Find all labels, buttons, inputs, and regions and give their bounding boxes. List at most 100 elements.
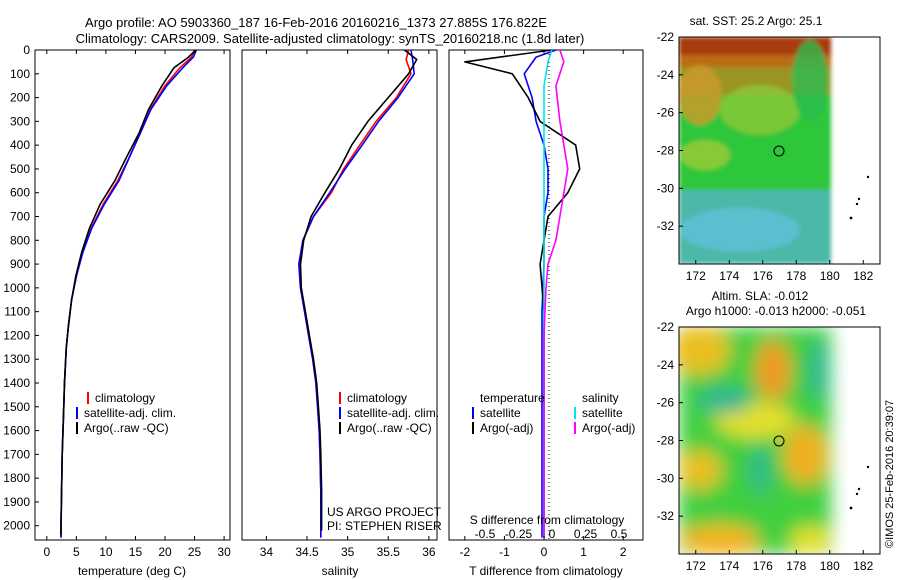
sla-high <box>783 425 827 485</box>
map-y-tick-label: -32 <box>657 509 675 523</box>
y-tick-label: 400 <box>10 138 30 152</box>
map-x-tick-label: 180 <box>820 269 840 283</box>
difference-series <box>463 49 581 538</box>
salinity-series <box>298 49 418 538</box>
pi-annotation: PI: STEPHEN RISER <box>327 519 442 533</box>
legend-label: Argo(-adj) <box>582 421 635 435</box>
x-tick-label: 10 <box>99 545 113 559</box>
legend-label: climatology <box>95 391 155 405</box>
header-line-1: Argo profile: AO 5903360_187 16-Feb-2016… <box>85 15 547 30</box>
salinity-xlabel: salinity <box>322 564 359 578</box>
legend-header-temperature: temperature <box>480 391 545 405</box>
map-y-tick-label: -26 <box>657 396 675 410</box>
x-tick-label: 34 <box>260 545 274 559</box>
legend-label: Argo(..raw -QC) <box>84 421 169 435</box>
x-tick-label: 36 <box>422 545 436 559</box>
y-tick-label: 1000 <box>3 281 30 295</box>
sla-map-subtitle: Argo h1000: -0.013 h2000: -0.051 <box>686 304 866 318</box>
y-tick-label: 1400 <box>3 376 30 390</box>
difference-xlabel: T difference from climatology <box>469 564 623 578</box>
x-tick-label: 35.5 <box>377 545 401 559</box>
y-tick-label: 1200 <box>3 328 30 342</box>
secondary-tick-label: 0.5 <box>611 527 628 541</box>
legend-label: Argo(..raw -QC) <box>347 421 432 435</box>
y-tick-label: 100 <box>10 67 30 81</box>
x-tick-label: 20 <box>158 545 172 559</box>
project-annotation: US ARGO PROJECT <box>327 505 442 519</box>
salinity-panel: 34 34.5 35 35.5 36 salinity climatology sate… <box>241 49 442 578</box>
map-x-tick-label: 178 <box>786 269 806 283</box>
y-tick-label: 800 <box>10 233 30 247</box>
map-y-tick-label: -28 <box>657 144 675 158</box>
map-x-tick-label: 174 <box>719 269 739 283</box>
salinity-difference-ticks: -0.5 -0.25 0 0.25 0.5 <box>475 527 628 541</box>
imos-stamp: ©IMOS 25-Feb-2016 20:39:07 <box>884 400 896 548</box>
y-tick-label: 1700 <box>3 447 30 461</box>
map-x-tick-label: 176 <box>753 269 773 283</box>
sst-cool-patch <box>680 208 800 252</box>
sla-map-title: Altim. SLA: -0.012 <box>712 289 809 303</box>
salinity-frame <box>241 49 438 541</box>
secondary-tick-label: -0.5 <box>475 527 496 541</box>
legend-label: satellite-adj. clim. <box>347 406 439 420</box>
salinity-difference-label: S difference from climatology <box>470 513 625 527</box>
secondary-tick-label: -0.25 <box>505 527 533 541</box>
sla-high <box>790 526 830 554</box>
map-y-tick-label: -24 <box>657 68 675 82</box>
x-tick-label: 5 <box>73 545 80 559</box>
y-tick-label: 200 <box>10 91 30 105</box>
sst-map-ticks: 172 174 176 178 180 182 -22 -24 -26 -28 -30 -32 <box>657 30 874 283</box>
sla-float-marker <box>773 435 785 447</box>
sla-islands <box>849 465 870 510</box>
difference-legend: temperature satellite Argo(-adj) salinit… <box>472 391 635 435</box>
map-y-tick-label: -30 <box>657 181 675 195</box>
legend-label: Argo(-adj) <box>480 421 533 435</box>
map-y-tick-label: -22 <box>657 30 675 44</box>
salinity-ticks: 34 34.5 35 35.5 36 <box>260 50 436 559</box>
temperature-ticks: 0 5 10 15 20 25 300100200300400500600700800900… <box>3 43 231 559</box>
salinity-legend: climatology satellite-adj. clim. Argo(..… <box>339 391 439 435</box>
y-tick-label: 700 <box>10 210 30 224</box>
temperature-panel: 0 5 10 15 20 25 300100200300400500600700800900… <box>3 43 231 578</box>
x-tick-label: 0 <box>43 545 50 559</box>
series-line-3 <box>543 49 569 538</box>
secondary-tick-label: 0 <box>549 527 556 541</box>
sla-high <box>680 524 760 554</box>
map-y-tick-label: -28 <box>657 434 675 448</box>
difference-panel: -2 -1 0 1 2 S difference from climatology -0… <box>448 49 644 578</box>
sst-mid-patch <box>680 140 730 170</box>
y-tick-label: 600 <box>10 186 30 200</box>
difference-ticks: -2 -1 0 1 2 <box>460 50 627 559</box>
y-tick-label: 1500 <box>3 400 30 414</box>
sst-warm-patch <box>679 65 722 125</box>
map-x-tick-label: 178 <box>786 559 806 573</box>
map-x-tick-label: 182 <box>853 559 873 573</box>
sla-high <box>755 340 791 400</box>
sla-map-panel: Altim. SLA: -0.012 Argo h1000: -0.013 h2… <box>657 289 881 573</box>
temperature-xlabel: temperature (deg C) <box>78 564 186 578</box>
x-tick-label: 30 <box>217 545 231 559</box>
legend-label: climatology <box>347 391 407 405</box>
sla-map-ticks: 172 174 176 178 180 182 -22 -24 -26 -28 -30 -32 <box>657 320 874 573</box>
map-y-tick-label: -24 <box>657 358 675 372</box>
series-line-1 <box>463 49 581 538</box>
y-tick-label: 300 <box>10 114 30 128</box>
sst-float-marker <box>773 145 785 157</box>
map-x-tick-label: 172 <box>686 269 706 283</box>
y-tick-label: 1100 <box>4 305 30 319</box>
y-tick-label: 1900 <box>3 495 30 509</box>
map-x-tick-label: 182 <box>853 269 873 283</box>
x-tick-label: 0 <box>541 545 548 559</box>
x-tick-label: -1 <box>499 545 510 559</box>
y-tick-label: 0 <box>23 43 30 57</box>
sla-low <box>808 340 828 400</box>
series-line-1 <box>60 49 198 538</box>
map-x-tick-label: 174 <box>719 559 739 573</box>
y-tick-label: 2000 <box>3 519 30 533</box>
map-y-tick-label: -32 <box>657 219 675 233</box>
sst-map-field <box>679 37 880 264</box>
sla-map-field <box>679 327 880 554</box>
temperature-series <box>60 49 198 538</box>
map-y-tick-label: -30 <box>657 471 675 485</box>
